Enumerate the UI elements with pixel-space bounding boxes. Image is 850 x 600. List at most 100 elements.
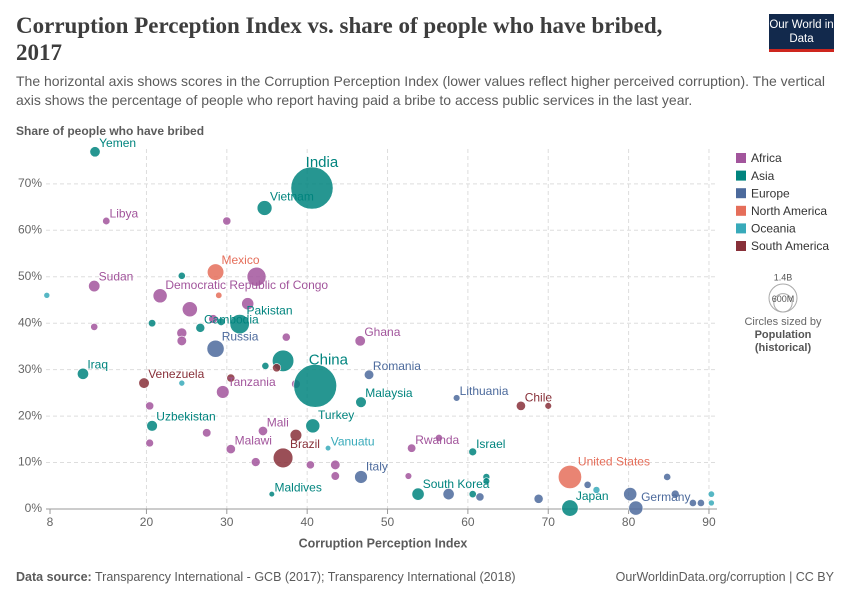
bubble (583, 480, 592, 489)
bubble (202, 428, 212, 438)
bubble (452, 394, 461, 402)
bubble (272, 363, 282, 373)
bubble (355, 396, 367, 408)
bubble (195, 323, 206, 333)
bubble (561, 499, 579, 517)
bubble (146, 420, 158, 432)
bubble (354, 335, 366, 347)
bubble (354, 470, 368, 484)
bubble (515, 400, 526, 411)
bubble (176, 335, 187, 346)
bubble (88, 280, 101, 293)
point-label: Maldives (275, 480, 322, 494)
chart-subtitle: The horizontal axis shows scores in the … (16, 73, 826, 108)
point-label: Sudan (99, 269, 134, 283)
bubble (468, 447, 477, 457)
bubble (475, 492, 485, 502)
point-label: Russia (222, 329, 259, 343)
legend-label: South America (751, 239, 829, 253)
y-tick-label: 70% (18, 176, 42, 190)
bubble (138, 377, 150, 389)
bubble (688, 499, 697, 507)
point-label: Iraq (87, 357, 108, 371)
logo[interactable]: Our World in Data (769, 14, 834, 52)
bubble (178, 379, 186, 387)
point-label: Venezuela (148, 367, 204, 381)
point-label: United States (578, 454, 650, 468)
bubble (696, 499, 705, 507)
bubble (363, 369, 375, 380)
point-label: Mali (267, 415, 289, 429)
bubble (330, 459, 341, 470)
bubble (290, 166, 334, 210)
point-label: Chile (525, 390, 553, 404)
point-label: Malaysia (365, 386, 413, 400)
legend-label: Oceania (751, 222, 796, 236)
point-label: Romania (373, 359, 421, 373)
y-axis-label: Share of people who have bribed (16, 124, 204, 138)
bubble (241, 297, 255, 311)
source-label: Data source: (16, 570, 92, 584)
x-tick-label: 20 (140, 515, 154, 529)
point-label: India (306, 154, 339, 171)
x-tick-label: 80 (622, 515, 636, 529)
bubble (305, 460, 315, 470)
bubble (206, 263, 225, 281)
legend-swatch (736, 241, 746, 251)
bubble (250, 457, 261, 467)
source: Data source: Transparency International … (16, 570, 516, 584)
bubble (226, 373, 236, 383)
legend-label: Africa (751, 151, 782, 165)
bubble (229, 314, 250, 335)
bubble (407, 443, 417, 453)
x-tick-label: 40 (300, 515, 314, 529)
bubble (442, 488, 455, 501)
bubble (289, 428, 303, 442)
y-tick-label: 60% (18, 222, 42, 236)
point-label: Israel (476, 437, 505, 451)
point-label: China (309, 351, 349, 368)
point-label: Cambodia (204, 312, 259, 326)
x-tick-label: 50 (381, 515, 395, 529)
y-tick-label: 30% (18, 362, 42, 376)
source-url[interactable]: OurWorldinData.org/corruption | CC BY (615, 570, 834, 584)
bubble (324, 445, 332, 452)
bubble (404, 472, 413, 480)
bubble (102, 216, 111, 226)
bubble (281, 332, 291, 342)
point-label: Democratic Republic of Congo (165, 278, 328, 292)
point-label: Ghana (364, 325, 400, 339)
bubble (293, 364, 337, 408)
bubble (305, 418, 321, 434)
y-tick-label: 50% (18, 269, 42, 283)
bubble (206, 339, 225, 358)
y-tick-label: 0% (25, 501, 43, 515)
bubble (152, 288, 168, 304)
bubble (482, 477, 491, 485)
point-label: Rwanda (415, 433, 459, 447)
bubble (592, 486, 601, 494)
point-label: Malawi (235, 434, 272, 448)
source-text: Transparency International - GCB (2017);… (94, 570, 516, 584)
x-tick-label: 90 (702, 515, 716, 529)
bubble (411, 487, 425, 501)
point-label: Yemen (99, 136, 136, 150)
bubble (43, 292, 51, 299)
bubble (216, 385, 230, 399)
bubble (215, 291, 223, 299)
bubble (628, 500, 644, 516)
bubble (468, 490, 477, 499)
bubble (330, 471, 340, 481)
bubble (177, 271, 186, 280)
bubble (707, 490, 715, 498)
bubble (246, 266, 267, 287)
bubble (533, 493, 544, 504)
point-label: Libya (110, 206, 139, 220)
point-label: Germany (641, 490, 690, 504)
bubble (181, 301, 198, 318)
point-label: Vietnam (270, 190, 314, 204)
bubble (208, 314, 218, 324)
legend-label: North America (751, 204, 827, 218)
point-label: South Korea (423, 477, 490, 491)
point-label: Uzbekistan (156, 410, 215, 424)
